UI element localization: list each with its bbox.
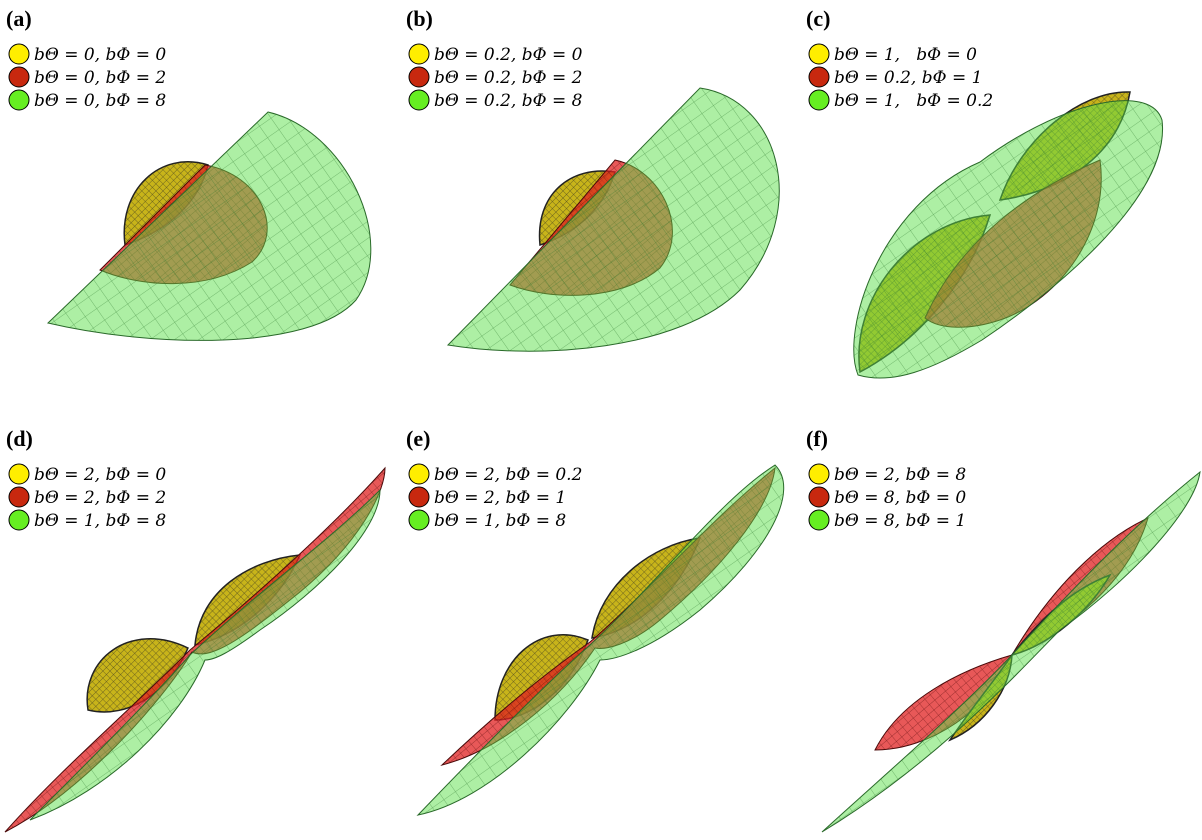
legend-entry: bΘ = 0.2, bΦ = 2 <box>434 68 582 88</box>
legend-entry: bΘ = 0.2, bΦ = 0 <box>434 45 583 65</box>
legend-swatch <box>809 464 829 484</box>
surface <box>448 88 779 351</box>
legend-entry: bΘ = 0, bΦ = 0 <box>34 45 166 65</box>
legend-entry: bΘ = 2, bΦ = 8 <box>834 465 966 485</box>
legend-swatch <box>9 510 29 530</box>
panel-b <box>448 88 779 351</box>
legend-swatch <box>409 487 429 507</box>
panel-label: (b) <box>406 6 433 31</box>
legend-swatch <box>409 67 429 87</box>
legend-entry: bΘ = 0, bΦ = 2 <box>34 68 166 88</box>
legend-entry: bΘ = 8, bΦ = 0 <box>834 488 966 508</box>
panel-a <box>48 112 371 340</box>
legend-entry: bΘ = 0.2, bΦ = 1 <box>834 68 982 88</box>
legend-swatch <box>809 90 829 110</box>
legend-entry: bΘ = 8, bΦ = 1 <box>834 511 966 531</box>
surface <box>30 490 380 820</box>
panel-label: (e) <box>406 426 430 451</box>
legend-entry: bΘ = 1, bΦ = 0 <box>834 45 977 65</box>
panel-c <box>854 92 1163 378</box>
legend-swatch <box>409 44 429 64</box>
surface <box>854 101 1163 378</box>
legend-entry: bΘ = 2, bΦ = 2 <box>34 488 166 508</box>
panel-label: (c) <box>806 6 830 31</box>
panel-label: (d) <box>6 426 33 451</box>
legend-entry: bΘ = 2, bΦ = 1 <box>434 488 566 508</box>
legend-entry: bΘ = 2, bΦ = 0.2 <box>434 465 582 485</box>
legend-entry: bΘ = 2, bΦ = 0 <box>34 465 166 485</box>
legend-swatch <box>409 90 429 110</box>
legend-swatch <box>9 487 29 507</box>
legend-entry: bΘ = 1, bΦ = 0.2 <box>834 91 993 111</box>
legend-swatch <box>809 487 829 507</box>
legend-swatch <box>809 67 829 87</box>
legend-swatch <box>9 67 29 87</box>
legend-swatch <box>9 464 29 484</box>
figure: (a)bΘ = 0, bΦ = 0 bΘ = 0, bΦ = 2 bΘ = 0, b… <box>0 0 1202 840</box>
surface <box>48 112 371 340</box>
legend-swatch <box>809 44 829 64</box>
legend-swatch <box>9 90 29 110</box>
legend-swatch <box>9 44 29 64</box>
legend-entry: bΘ = 0.2, bΦ = 8 <box>434 91 583 111</box>
legend-swatch <box>409 464 429 484</box>
legend-entry: bΘ = 1, bΦ = 8 <box>434 511 566 531</box>
legend-entry: bΘ = 1, bΦ = 8 <box>34 511 166 531</box>
panel-label: (f) <box>806 426 828 451</box>
legend-swatch <box>409 510 429 530</box>
legend-swatch <box>809 510 829 530</box>
legend-entry: bΘ = 0, bΦ = 8 <box>34 91 166 111</box>
panel-label: (a) <box>6 6 32 31</box>
